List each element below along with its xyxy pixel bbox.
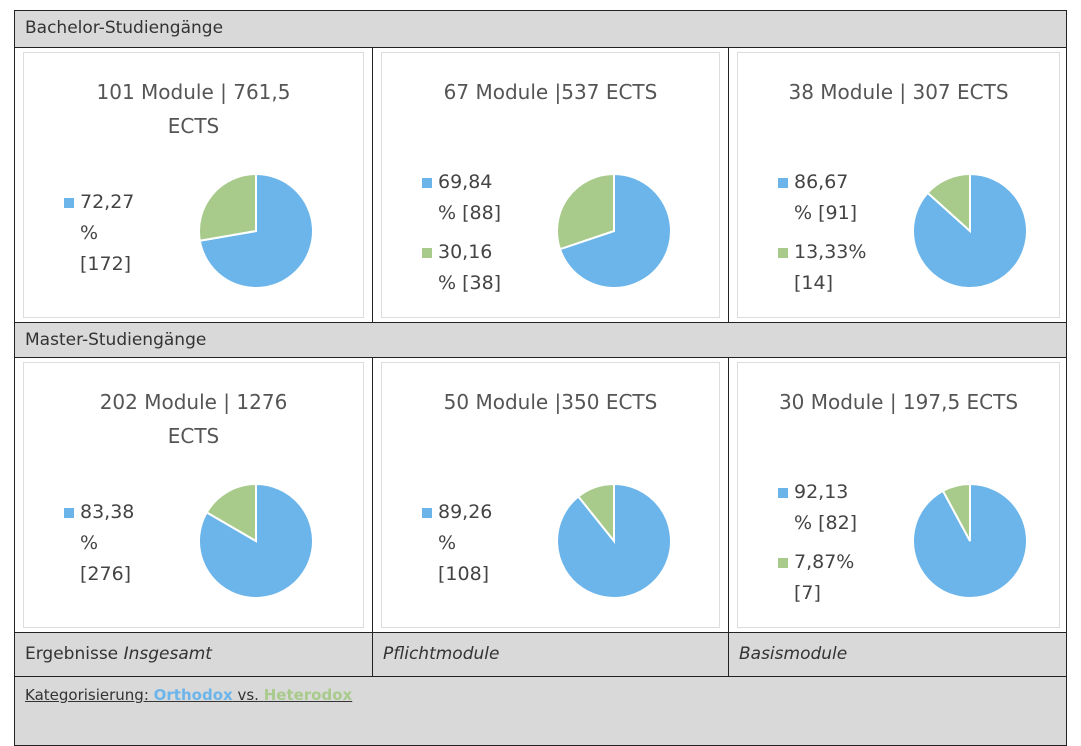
legend-swatch	[422, 178, 432, 188]
legend: 92,13 % [82] 7,87% [7]	[778, 473, 868, 613]
legend-item: 13,33% [14]	[778, 237, 868, 299]
legend-swatch	[422, 507, 432, 518]
chart-frame: 30 Module | 197,5 ECTS 92,13 % [82] 7,87% …	[737, 362, 1060, 628]
pie-slice	[556, 482, 672, 599]
pie	[198, 482, 314, 599]
legend: 72,27 % [172]	[64, 163, 154, 303]
legend-item: 69,84 % [88]	[422, 167, 512, 229]
value-label: 83,38 % [276]	[80, 500, 135, 585]
caption-heterodox: Heterodox	[263, 686, 353, 704]
chart-frame: 38 Module | 307 ECTS 86,67 % [91] 13,33% […	[737, 52, 1060, 318]
pie	[556, 482, 672, 599]
chart-frame: 202 Module | 1276 ECTS 83,38 % [276]	[23, 362, 364, 628]
legend: 69,84 % [88] 30,16 % [38]	[422, 163, 512, 303]
legend-swatch	[778, 488, 788, 498]
legend-swatch	[778, 178, 788, 188]
legend-swatch	[778, 248, 788, 258]
caption: Kategorisierung: Orthodox vs. Heterodox	[14, 676, 1067, 746]
caption-vs: vs.	[237, 686, 259, 704]
value-label: 30,16 % [38]	[438, 241, 502, 294]
footer-text: Ergebnisse	[25, 644, 119, 664]
cell: 202 Module | 1276 ECTS 83,38 % [276]	[15, 358, 373, 632]
chart-frame: 101 Module | 761,5 ECTS 72,27 % [172]	[23, 52, 364, 318]
value-label: 92,13 % [82]	[794, 481, 858, 534]
pie-slice	[576, 482, 615, 544]
legend-swatch	[778, 558, 788, 568]
pie-slice	[941, 482, 971, 542]
chart-row: 101 Module | 761,5 ECTS 72,27 % [172] 67 M…	[14, 47, 1067, 323]
pie-slice	[926, 172, 971, 234]
value-label: 86,67 % [91]	[794, 171, 858, 224]
section-heading: Bachelor-Studiengänge	[14, 10, 1067, 48]
chart-frame: 67 Module |537 ECTS 69,84 % [88] 30,16 % […	[381, 52, 720, 318]
pie-slice	[205, 482, 257, 543]
legend-item: 72,27 % [172]	[64, 187, 154, 280]
pie	[912, 482, 1028, 599]
pie	[556, 172, 672, 289]
chart-row: 202 Module | 1276 ECTS 83,38 % [276] 50 Mo…	[14, 357, 1067, 633]
chart-title: 67 Module |537 ECTS	[443, 80, 658, 104]
legend-item: 92,13 % [82]	[778, 477, 868, 539]
footer-row: Ergebnisse Insgesamt Pflichtmodule Basis…	[14, 632, 1067, 677]
chart-title: 30 Module | 197,5 ECTS	[778, 390, 1019, 414]
legend: 86,67 % [91] 13,33% [14]	[778, 163, 868, 303]
cell: 67 Module |537 ECTS 69,84 % [88] 30,16 % […	[373, 48, 729, 322]
caption-label: Kategorisierung:	[25, 686, 149, 704]
pie	[912, 172, 1028, 289]
legend-item: 30,16 % [38]	[422, 237, 512, 299]
footer-text: Insgesamt	[123, 644, 212, 664]
cell: 101 Module | 761,5 ECTS 72,27 % [172]	[15, 48, 373, 322]
chart-title: 38 Module | 307 ECTS	[788, 80, 1009, 104]
caption-orthodox: Orthodox	[153, 686, 233, 704]
legend: 83,38 % [276]	[64, 473, 154, 613]
legend-swatch	[422, 248, 432, 258]
legend-item: 89,26 % [108]	[422, 497, 512, 590]
pie	[198, 172, 314, 289]
pie-slice	[558, 172, 672, 289]
footer-text: Pflichtmodule	[383, 644, 500, 664]
value-label: 13,33% [14]	[794, 241, 867, 294]
legend-item: 83,38 % [276]	[64, 497, 154, 590]
footer-cell: Basismodule	[729, 633, 1068, 676]
value-label: 69,84 % [88]	[438, 171, 502, 224]
pie-slice	[556, 172, 615, 251]
value-label: 7,87% [7]	[794, 551, 855, 604]
cell: 50 Module |350 ECTS 89,26 % [108]	[373, 358, 729, 632]
chart-title: 101 Module | 761,5 ECTS	[96, 80, 291, 138]
legend-swatch	[64, 197, 74, 208]
chart-title: 202 Module | 1276 ECTS	[99, 390, 288, 448]
chart-title: 50 Module |350 ECTS	[443, 390, 658, 414]
pie-slice	[198, 172, 257, 242]
chart-frame: 50 Module |350 ECTS 89,26 % [108]	[381, 362, 720, 628]
footer-cell: Ergebnisse Insgesamt	[15, 633, 373, 676]
value-label: 89,26 % [108]	[438, 500, 493, 585]
legend: 89,26 % [108]	[422, 473, 512, 613]
footer-cell: Pflichtmodule	[373, 633, 729, 676]
cell: 30 Module | 197,5 ECTS 92,13 % [82] 7,87% …	[729, 358, 1068, 632]
legend-swatch	[64, 507, 74, 518]
section-heading: Master-Studiengänge	[14, 322, 1067, 358]
value-label: 72,27 % [172]	[80, 190, 135, 275]
caption-text: Kategorisierung: Orthodox vs. Heterodox	[25, 686, 352, 704]
cell: 38 Module | 307 ECTS 86,67 % [91] 13,33% […	[729, 48, 1068, 322]
legend-item: 86,67 % [91]	[778, 167, 868, 229]
footer-text: Basismodule	[739, 644, 848, 664]
legend-item: 7,87% [7]	[778, 547, 868, 609]
